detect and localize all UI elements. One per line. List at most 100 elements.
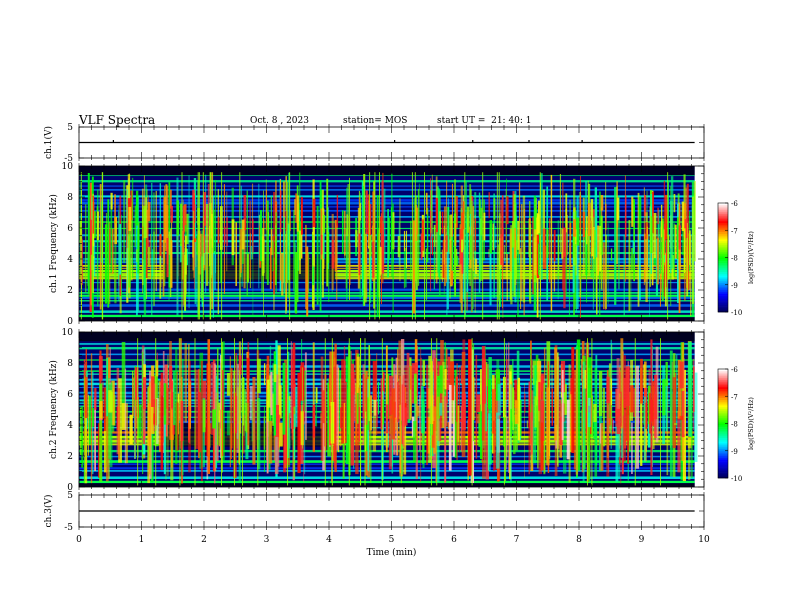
spectrum-band	[79, 476, 695, 479]
sferic-core	[573, 219, 576, 237]
colorbar-tick-label: -6	[731, 366, 738, 374]
sferic-core	[93, 211, 96, 239]
sferic-core	[483, 212, 486, 241]
sferic-streak	[196, 231, 198, 307]
sferic-streak	[455, 248, 458, 267]
sferic-core	[459, 228, 463, 265]
sferic-core	[576, 217, 580, 246]
sferic-core	[684, 219, 688, 238]
sferic-streak	[235, 222, 238, 287]
sferic-core	[657, 207, 659, 225]
x-tick-label: 4	[326, 535, 332, 545]
sferic-core	[391, 357, 394, 378]
sferic-streak	[673, 223, 675, 277]
trace-spike	[528, 140, 530, 142]
sferic-streak	[657, 229, 659, 269]
sferic-core	[454, 223, 457, 246]
sferic-streak	[263, 416, 266, 450]
sferic-core	[381, 235, 385, 274]
sferic-streak	[181, 245, 184, 280]
sferic-streak	[84, 204, 87, 293]
sferic-core	[446, 235, 448, 252]
y-tick-label: 8	[67, 359, 73, 369]
sferic-streak	[487, 413, 491, 471]
spectrum-band	[79, 292, 695, 294]
sferic-core	[312, 198, 316, 228]
sferic-streak	[336, 241, 338, 300]
sferic-streak	[563, 252, 566, 309]
sferic-streak	[620, 420, 622, 484]
sferic-streak	[231, 368, 233, 449]
sferic-core	[500, 234, 503, 266]
sferic-streak	[478, 192, 481, 294]
sferic-streak	[155, 365, 158, 428]
sferic-streak	[308, 257, 311, 259]
sferic-streak	[182, 199, 184, 307]
sferic-streak	[266, 419, 269, 474]
spectrum-band	[79, 269, 695, 273]
sferic-streak	[194, 369, 199, 449]
sferic-streak	[436, 416, 440, 483]
sferic-streak	[121, 214, 123, 300]
sferic-full	[198, 172, 200, 320]
sferic-streak	[482, 387, 486, 479]
sferic-full	[360, 338, 362, 486]
sferic-streak	[210, 221, 212, 279]
sferic-core	[212, 209, 215, 253]
sferic-streak	[594, 187, 598, 258]
colorbar-swatch	[718, 427, 728, 430]
sferic-core	[108, 228, 111, 264]
sferic-core	[667, 234, 670, 280]
spectrogram-panel-ch2: 0 2 4 6 8 10 ch.2 Frequency (kHz)	[48, 328, 705, 493]
sferic-core	[134, 205, 136, 248]
sferic-core	[382, 372, 385, 394]
sferic-full	[369, 172, 371, 320]
sferic-streak	[485, 364, 490, 480]
sferic-streak	[130, 202, 133, 281]
colorbar-swatch	[718, 301, 728, 304]
colorbar-swatch	[718, 215, 728, 218]
sferic-full	[80, 172, 82, 320]
sferic-core	[356, 356, 360, 393]
sferic-full	[379, 172, 380, 320]
sferic-core	[320, 234, 323, 255]
sferic-core	[128, 206, 132, 231]
sferic-streak	[341, 359, 345, 444]
sferic-streak	[178, 338, 183, 421]
sferic-streak	[681, 223, 684, 256]
sferic-streak	[320, 356, 324, 461]
colorbar-swatch	[718, 286, 728, 289]
sferic-full	[287, 338, 289, 486]
sferic-streak	[447, 421, 450, 430]
sferic-streak	[692, 196, 694, 304]
sferic-streak	[565, 220, 567, 296]
sferic-core	[83, 359, 86, 377]
y-axis-label: ch.2 Frequency (kHz)	[48, 360, 59, 459]
sferic-core	[365, 190, 368, 234]
sferic-streak	[624, 409, 627, 449]
sferic-core	[617, 197, 620, 221]
sferic-core	[569, 222, 572, 268]
sferic-core	[365, 377, 367, 412]
sferic-core	[646, 226, 648, 271]
colorbar-swatch	[718, 405, 728, 408]
sferic-streak	[471, 200, 473, 312]
sferic-streak	[94, 397, 97, 472]
sferic-core	[633, 388, 636, 418]
sferic-streak	[328, 225, 330, 302]
colorbar-swatch	[718, 208, 728, 211]
sferic-streak	[631, 247, 633, 270]
sferic-core	[270, 229, 273, 256]
sferic-streak	[118, 378, 122, 463]
sferic-streak	[393, 217, 394, 263]
sferic-streak	[281, 252, 284, 296]
spectrum-band	[79, 234, 695, 237]
colorbar-swatch	[718, 456, 728, 459]
sferic-streak	[488, 249, 490, 258]
colorbar-swatch	[718, 261, 728, 264]
sferic-streak	[264, 239, 265, 274]
sferic-streak	[488, 357, 492, 465]
colorbar-swatch	[718, 385, 728, 388]
sferic-streak	[586, 235, 588, 303]
sferic-streak	[514, 414, 518, 451]
